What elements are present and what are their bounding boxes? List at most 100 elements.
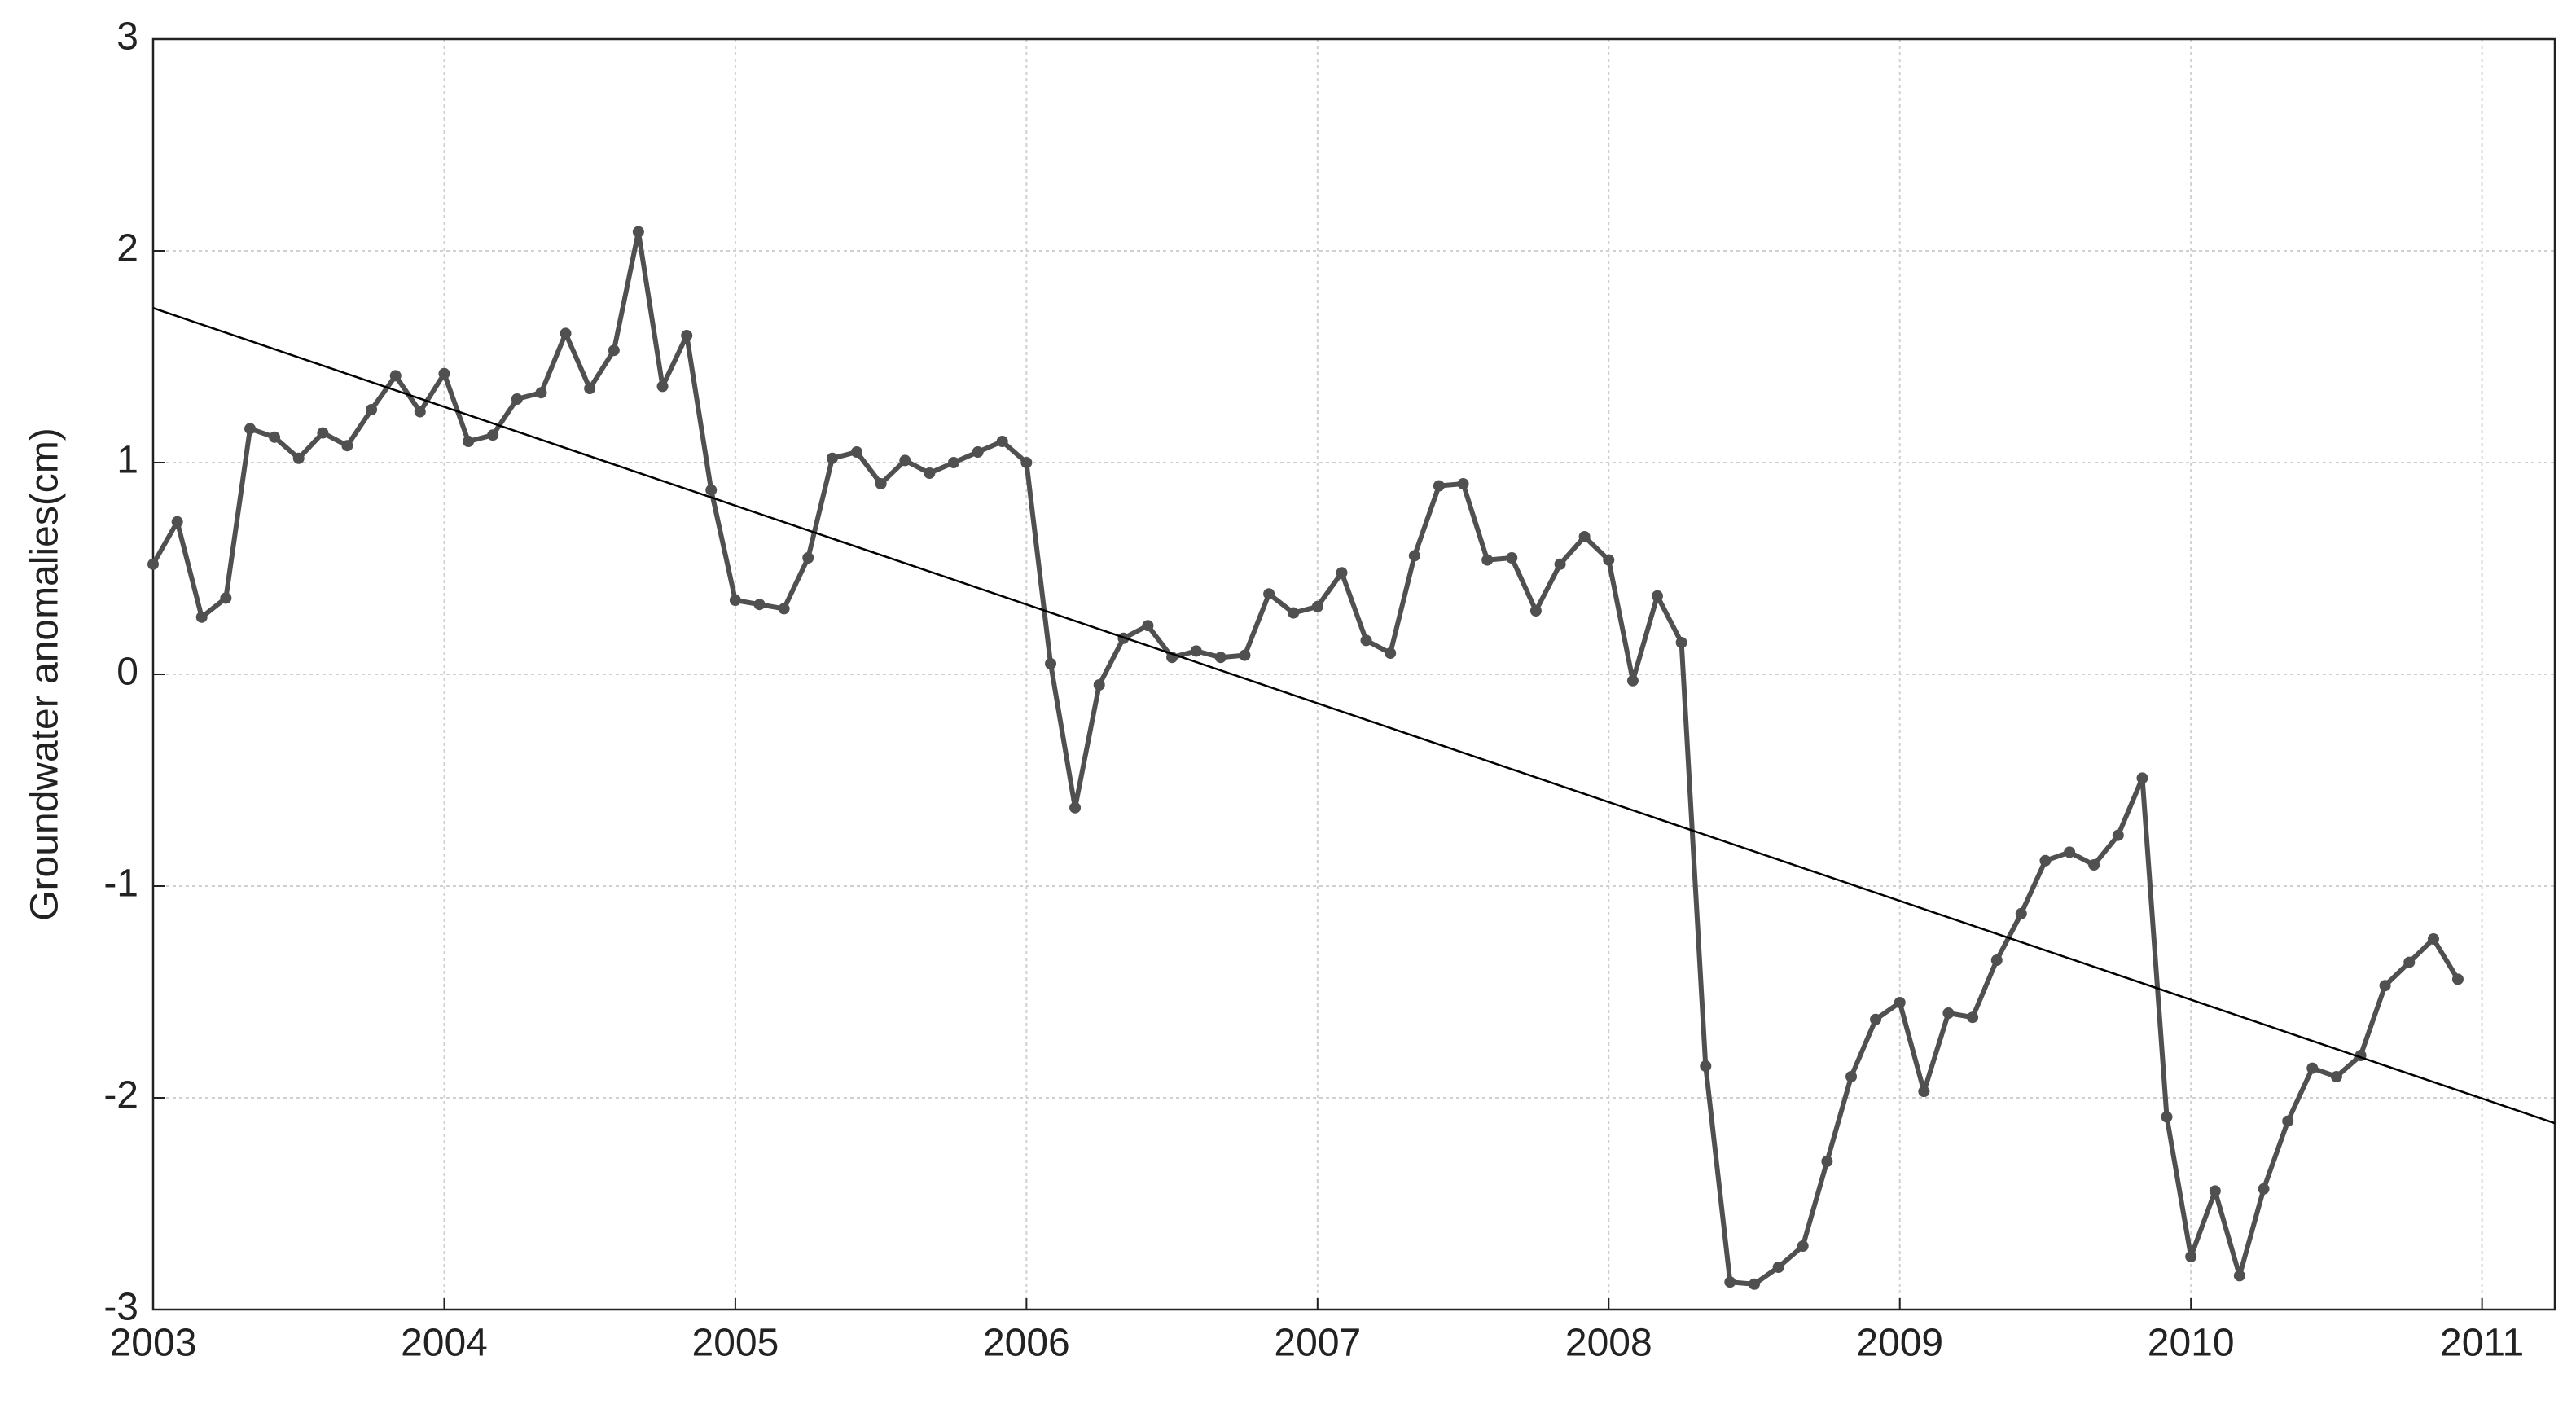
data-point xyxy=(1626,674,1639,687)
data-point xyxy=(899,454,911,467)
data-point xyxy=(1093,679,1105,691)
data-point xyxy=(1554,558,1566,570)
data-point xyxy=(2112,829,2124,841)
data-point xyxy=(2015,907,2027,919)
data-point xyxy=(414,406,426,418)
data-point xyxy=(1772,1262,1784,1273)
data-point xyxy=(2258,1183,2270,1195)
data-point xyxy=(560,327,572,340)
data-point xyxy=(1045,658,1057,669)
data-point xyxy=(1142,620,1154,632)
y-tick-label: 3 xyxy=(116,15,138,59)
data-point xyxy=(389,370,402,382)
data-point xyxy=(1263,588,1275,600)
x-tick-label: 2007 xyxy=(1274,1322,1361,1365)
data-point xyxy=(1942,1007,1955,1019)
x-tick-label: 2004 xyxy=(401,1322,488,1365)
data-point xyxy=(1360,634,1372,647)
data-point xyxy=(1457,478,1469,489)
y-tick-label: 1 xyxy=(116,439,138,482)
data-point xyxy=(341,440,353,452)
data-point xyxy=(463,436,475,447)
data-point xyxy=(147,558,159,570)
x-tick-label: 2008 xyxy=(1565,1322,1652,1365)
data-point xyxy=(2233,1270,2245,1282)
data-point xyxy=(1870,1013,1882,1025)
x-tick-label: 2009 xyxy=(1856,1322,1943,1365)
x-tick-label: 2010 xyxy=(2148,1322,2235,1365)
data-point xyxy=(244,423,257,435)
data-point xyxy=(220,592,232,604)
data-point xyxy=(1311,600,1323,612)
y-axis-label: Groundwater anomalies(cm) xyxy=(24,428,67,921)
data-point xyxy=(1675,637,1687,648)
data-point xyxy=(1433,480,1445,492)
data-point xyxy=(948,457,959,468)
data-point xyxy=(2136,772,2148,784)
data-point xyxy=(317,427,329,439)
x-tick-label: 2011 xyxy=(2440,1322,2524,1365)
data-point xyxy=(535,387,547,399)
data-point xyxy=(1239,649,1251,661)
data-point xyxy=(1408,550,1420,562)
data-point xyxy=(2185,1251,2197,1262)
y-tick-label: -3 xyxy=(103,1286,138,1329)
data-point xyxy=(705,484,718,496)
data-point xyxy=(1288,607,1300,619)
data-point xyxy=(802,552,814,564)
data-point xyxy=(1603,554,1615,566)
data-point xyxy=(632,226,644,238)
data-point xyxy=(778,603,790,615)
data-point xyxy=(1020,457,1033,468)
x-tick-label: 2003 xyxy=(110,1322,197,1365)
data-point xyxy=(875,478,887,489)
x-tick-label: 2006 xyxy=(983,1322,1070,1365)
trend-line xyxy=(152,307,2556,1125)
data-point xyxy=(2451,973,2464,985)
data-point xyxy=(2403,956,2416,968)
data-point xyxy=(438,367,450,380)
y-tick-label: 0 xyxy=(116,651,138,694)
y-tick-label: -1 xyxy=(103,862,138,906)
data-point xyxy=(2330,1071,2342,1082)
data-point xyxy=(2088,859,2100,871)
data-point xyxy=(753,599,766,611)
data-point xyxy=(850,446,862,458)
data-point xyxy=(2282,1115,2294,1127)
data-point xyxy=(1797,1240,1809,1252)
data-point xyxy=(1336,567,1348,579)
data-point xyxy=(729,595,741,606)
data-point xyxy=(681,330,693,341)
data-point xyxy=(1069,801,1082,814)
data-point xyxy=(1821,1156,1833,1167)
data-point xyxy=(1385,647,1397,659)
data-point xyxy=(608,344,620,357)
y-tick-label: -2 xyxy=(103,1074,138,1117)
data-point xyxy=(1845,1071,1858,1082)
data-point xyxy=(826,452,838,464)
data-point xyxy=(2064,846,2076,858)
data-point xyxy=(292,452,305,464)
data-point xyxy=(1918,1086,1930,1098)
data-point xyxy=(511,393,523,405)
data-point xyxy=(2209,1185,2221,1197)
x-tick-label: 2005 xyxy=(692,1322,779,1365)
data-point xyxy=(924,467,936,479)
plot-frame xyxy=(151,37,2556,1311)
data-point xyxy=(1894,997,1906,1008)
data-point xyxy=(2306,1062,2319,1074)
y-tick-label: 2 xyxy=(116,227,138,270)
data-point xyxy=(1700,1060,1712,1072)
data-point xyxy=(1214,652,1227,664)
data-line xyxy=(151,229,2460,1287)
data-point xyxy=(1481,554,1494,566)
data-point xyxy=(656,380,669,393)
data-point xyxy=(996,436,1008,447)
data-point xyxy=(1506,552,1518,564)
data-point xyxy=(2161,1111,2173,1123)
data-point xyxy=(487,429,499,441)
data-point xyxy=(972,446,984,458)
data-point xyxy=(1578,531,1591,542)
data-point xyxy=(2427,933,2439,945)
